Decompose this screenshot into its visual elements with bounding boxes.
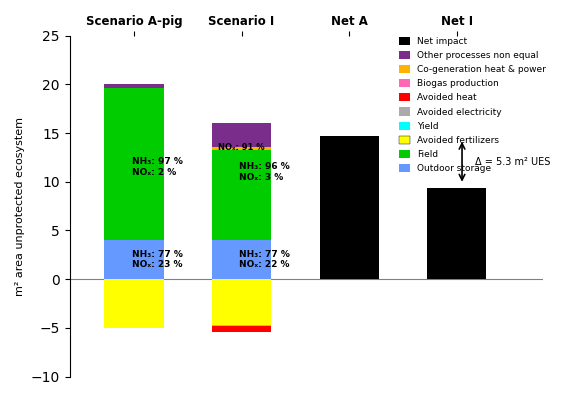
Bar: [104, 240, 164, 279]
Bar: [104, 88, 164, 240]
Bar: [104, 279, 164, 328]
Bar: [104, 84, 164, 88]
Bar: [320, 136, 379, 279]
Text: NH₃: 97 %
NOₓ: 2 %: NH₃: 97 % NOₓ: 2 %: [132, 158, 183, 177]
Bar: [212, 279, 271, 325]
Bar: [212, 240, 271, 279]
Text: Δ = 5.3 m² UES: Δ = 5.3 m² UES: [475, 157, 550, 167]
Text: NH₃: 77 %
NOₓ: 23 %: NH₃: 77 % NOₓ: 23 %: [132, 250, 183, 269]
Bar: [212, 326, 271, 332]
Text: NOₓ: 91 %: NOₓ: 91 %: [218, 143, 265, 152]
Bar: [212, 150, 271, 240]
Bar: [212, 147, 271, 150]
Legend: Net impact, Other processes non equal, Co-generation heat & power, Biogas produc: Net impact, Other processes non equal, C…: [396, 33, 550, 176]
Text: NH₃: 96 %
NOₓ: 3 %: NH₃: 96 % NOₓ: 3 %: [239, 162, 290, 182]
Bar: [212, 325, 271, 326]
Text: NH₃: 77 %
NOₓ: 22 %: NH₃: 77 % NOₓ: 22 %: [239, 250, 290, 269]
Bar: [427, 188, 486, 279]
Y-axis label: m² area unprotected ecosystem: m² area unprotected ecosystem: [15, 116, 25, 296]
Bar: [212, 123, 271, 147]
